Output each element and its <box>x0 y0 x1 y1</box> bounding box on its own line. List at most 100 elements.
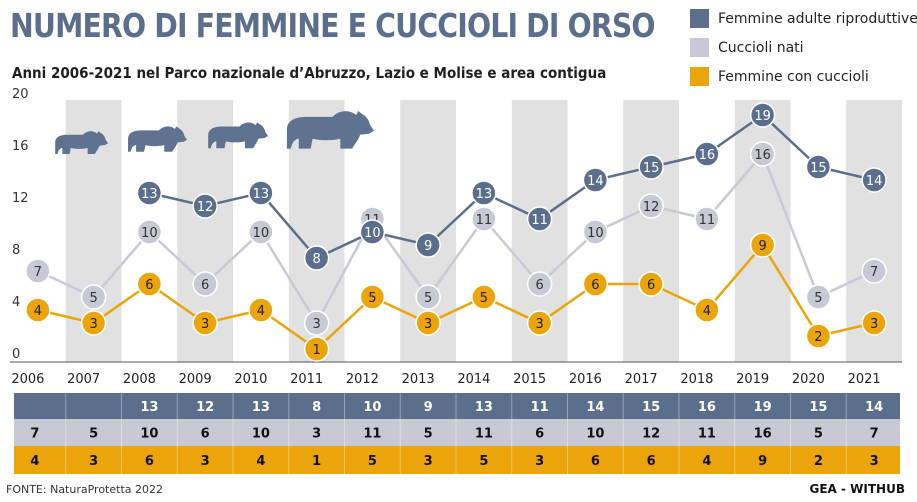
data-point-femmine_adulte <box>805 154 832 180</box>
data-point-femmine_adulte <box>192 193 218 219</box>
data-point-femmine_con_cuccioli <box>415 310 441 336</box>
data-label-femmine_con_cuccioli: 2 <box>814 330 822 345</box>
table-cell-cuccioli_nati: 16 <box>754 427 772 442</box>
data-label-femmine_adulte: 16 <box>699 148 716 163</box>
table-cell-femmine_adulte: 13 <box>475 400 493 415</box>
data-label-femmine_con_cuccioli: 3 <box>870 317 878 332</box>
data-point-femmine_con_cuccioli <box>359 284 386 310</box>
data-label-femmine_adulte: 14 <box>587 174 604 189</box>
x-tick-label: 2015 <box>513 372 546 387</box>
table-cell-femmine_con_cuccioli: 3 <box>535 454 544 469</box>
source-note: FONTE: NaturaProtetta 2022 <box>6 483 163 496</box>
table-cell-femmine_adulte: 15 <box>809 400 827 415</box>
grid-band <box>623 100 679 362</box>
data-label-femmine_adulte: 13 <box>253 187 270 202</box>
data-point-femmine_adulte <box>136 180 163 206</box>
data-point-femmine_con_cuccioli <box>303 336 330 362</box>
x-tick-label: 2020 <box>792 372 825 387</box>
data-point-femmine_adulte <box>861 167 887 193</box>
table-cell-femmine_adulte: 14 <box>865 400 883 415</box>
table-cell-femmine_con_cuccioli: 3 <box>89 454 98 469</box>
data-label-cuccioli_nati: 10 <box>141 226 158 241</box>
data-label-cuccioli_nati: 7 <box>34 265 42 280</box>
table-cell-cuccioli_nati: 11 <box>475 427 493 442</box>
x-tick-label: 2016 <box>569 372 602 387</box>
data-label-cuccioli_nati: 10 <box>587 226 604 241</box>
x-tick-label: 2008 <box>123 372 156 387</box>
table-cell-femmine_adulte: 14 <box>586 400 604 415</box>
data-label-femmine_con_cuccioli: 3 <box>201 317 209 332</box>
data-label-cuccioli_nati: 12 <box>643 200 660 215</box>
legend-swatch-femmine-adulte <box>690 9 709 28</box>
table-cell-cuccioli_nati: 5 <box>424 427 433 442</box>
data-label-cuccioli_nati: 7 <box>870 265 878 280</box>
table-cell-femmine_adulte: 13 <box>140 400 158 415</box>
data-point-cuccioli_nati <box>248 219 274 245</box>
data-point-femmine_adulte <box>303 245 330 271</box>
legend-label-cuccioli-nati: Cuccioli nati <box>718 39 804 56</box>
table-cell-femmine_con_cuccioli: 3 <box>424 454 433 469</box>
y-tick-label: 4 <box>12 295 20 310</box>
data-point-cuccioli_nati <box>638 193 664 219</box>
data-label-cuccioli_nati: 3 <box>312 317 320 332</box>
data-point-femmine_con_cuccioli <box>25 297 51 323</box>
table-cell-femmine_con_cuccioli: 6 <box>591 454 600 469</box>
y-tick-label: 8 <box>12 243 20 258</box>
data-label-femmine_con_cuccioli: 5 <box>368 291 376 306</box>
table-cell-femmine_adulte: 13 <box>252 400 270 415</box>
table-cell-cuccioli_nati: 3 <box>312 427 321 442</box>
data-point-cuccioli_nati <box>80 284 107 310</box>
chart-title: NUMERO DI FEMMINE E CUCCIOLI DI ORSO <box>10 6 656 45</box>
data-label-femmine_con_cuccioli: 9 <box>758 239 766 254</box>
x-tick-label: 2021 <box>848 372 881 387</box>
data-point-femmine_con_cuccioli <box>694 297 720 323</box>
x-tick-label: 2009 <box>179 372 212 387</box>
table-cell-cuccioli_nati: 11 <box>698 427 716 442</box>
table-cell-femmine_con_cuccioli: 5 <box>368 454 377 469</box>
data-point-femmine_con_cuccioli <box>861 310 887 336</box>
data-point-cuccioli_nati <box>136 219 163 245</box>
table-row-bg-femmine_con_cuccioli <box>14 446 900 474</box>
data-label-femmine_con_cuccioli: 3 <box>424 317 432 332</box>
y-tick-label: 20 <box>12 87 29 102</box>
data-label-cuccioli_nati: 11 <box>699 213 716 228</box>
data-label-femmine_con_cuccioli: 1 <box>312 343 320 358</box>
data-label-femmine_adulte: 10 <box>364 226 381 241</box>
table-cell-cuccioli_nati: 6 <box>201 427 210 442</box>
y-tick-label: 0 <box>12 347 20 362</box>
series-line-femmine_con_cuccioli <box>37 242 875 351</box>
bear-icon <box>208 122 268 149</box>
data-point-cuccioli_nati <box>303 310 330 336</box>
data-label-cuccioli_nati: 6 <box>535 278 543 293</box>
table-cell-cuccioli_nati: 6 <box>535 427 544 442</box>
data-label-femmine_adulte: 13 <box>476 187 493 202</box>
table-row-bg-cuccioli_nati <box>14 419 900 446</box>
legend-item-femmine-con-cuccioli: Femmine con cuccioli <box>690 62 917 91</box>
x-tick-label: 2018 <box>680 372 713 387</box>
table-cell-femmine_con_cuccioli: 9 <box>758 454 767 469</box>
table-cell-femmine_adulte: 16 <box>698 400 716 415</box>
data-label-femmine_adulte: 15 <box>643 161 660 176</box>
bear-icon <box>286 110 374 149</box>
data-label-femmine_adulte: 11 <box>531 213 548 228</box>
data-point-cuccioli_nati <box>694 206 720 232</box>
table-cell-femmine_adulte: 12 <box>196 400 214 415</box>
data-label-femmine_con_cuccioli: 6 <box>145 278 153 293</box>
data-point-femmine_con_cuccioli <box>248 297 274 323</box>
data-point-femmine_con_cuccioli <box>192 310 218 336</box>
data-label-femmine_adulte: 19 <box>754 109 771 124</box>
data-label-femmine_adulte: 15 <box>810 161 827 176</box>
data-label-femmine_con_cuccioli: 6 <box>591 278 599 293</box>
data-point-cuccioli_nati <box>805 284 832 310</box>
data-label-femmine_adulte: 12 <box>197 200 214 215</box>
table-cell-femmine_con_cuccioli: 6 <box>145 454 154 469</box>
x-tick-label: 2013 <box>402 372 435 387</box>
chart-subtitle: Anni 2006-2021 nel Parco nazionale d’Abr… <box>12 64 607 82</box>
data-label-femmine_con_cuccioli: 5 <box>480 291 488 306</box>
table-cell-cuccioli_nati: 5 <box>89 427 98 442</box>
legend-item-cuccioli-nati: Cuccioli nati <box>690 33 917 62</box>
table-cell-femmine_adulte: 19 <box>754 400 772 415</box>
legend: Femmine adulte riproduttive Cuccioli nat… <box>690 4 917 91</box>
data-point-femmine_con_cuccioli <box>749 232 776 258</box>
